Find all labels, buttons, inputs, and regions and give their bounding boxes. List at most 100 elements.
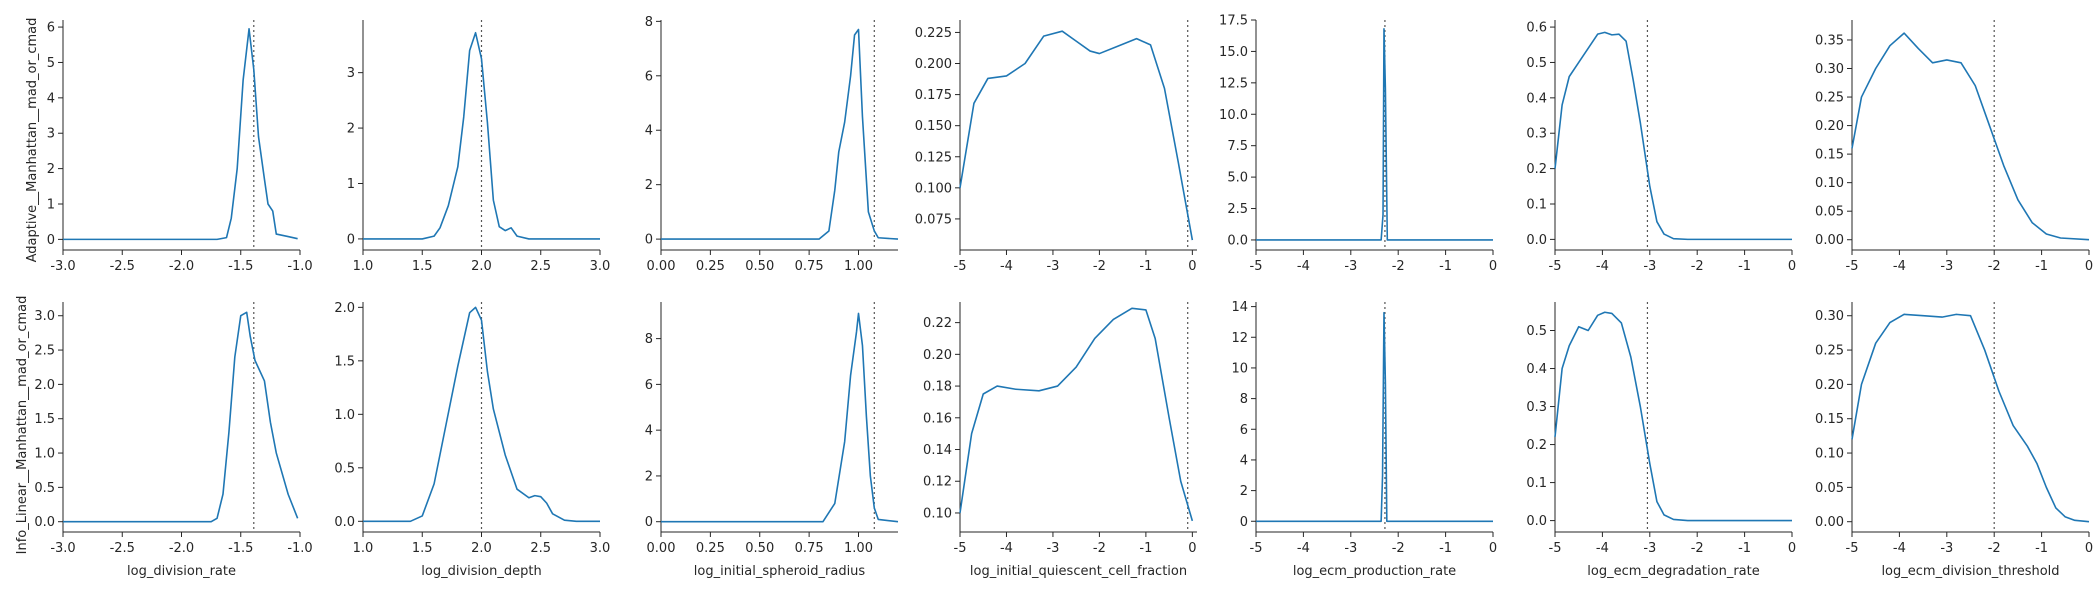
x-tick-label: 1.00 xyxy=(844,259,873,274)
y-tick-label: 0 xyxy=(1240,515,1248,530)
y-tick-label: 0.0 xyxy=(334,515,355,530)
y-tick-label: 5.0 xyxy=(1227,171,1248,186)
y-tick-label: 2 xyxy=(645,469,653,484)
y-tick-label: 0.15 xyxy=(1815,412,1844,427)
y-tick-label: 2 xyxy=(645,178,653,193)
y-tick-label: 0.25 xyxy=(1815,344,1844,359)
y-tick-label: 14 xyxy=(1231,300,1248,315)
x-tick-label: -1.5 xyxy=(228,259,253,274)
density-curve xyxy=(959,307,1194,522)
y-tick-label: 4 xyxy=(1240,453,1248,468)
x-tick-label: -5 xyxy=(1250,541,1263,556)
y-tick-label: 0.4 xyxy=(1526,362,1547,377)
y-tick-label: 0.00 xyxy=(1815,233,1844,248)
y-tick-label: 7.5 xyxy=(1227,139,1248,154)
x-tick-label: 0 xyxy=(1188,259,1196,274)
y-tick-label: 2.0 xyxy=(334,301,355,316)
x-tick-label: -1.0 xyxy=(287,259,312,274)
x-tick-label: -4 xyxy=(1297,259,1310,274)
x-tick-label: -2.0 xyxy=(169,259,194,274)
x-tick-label: -1 xyxy=(1139,259,1152,274)
y-tick-label: 0.20 xyxy=(923,348,952,363)
x-tick-label: -2.5 xyxy=(110,259,135,274)
y-tick-label: 0.0 xyxy=(1526,514,1547,529)
y-tick-label: 6 xyxy=(47,21,55,36)
y-tick-label: 1 xyxy=(47,198,55,213)
x-tick-label: 0 xyxy=(1489,259,1497,274)
subplot-r1-c0: -3.0 -2.5 -2.0 -1.5 -1.0 0.0 0.5 1.0 1.5 2.0 2.5 3.… xyxy=(34,302,313,579)
x-tick-label: -3 xyxy=(1940,541,1953,556)
x-tick-label: 1.00 xyxy=(844,541,873,556)
subplot-r0-c2: 0.00 0.25 0.50 0.75 1.00 0 2 4 6 8 xyxy=(645,15,899,274)
x-tick-label: 2.5 xyxy=(530,259,551,274)
x-tick-label: -4 xyxy=(1000,259,1013,274)
x-tick-label: -2 xyxy=(1691,541,1704,556)
y-tick-label: 0.4 xyxy=(1526,91,1547,106)
y-tick-label: 0.3 xyxy=(1526,400,1547,415)
y-tick-label: 6 xyxy=(645,378,653,393)
x-tick-label: -2 xyxy=(1392,259,1405,274)
y-tick-label: 0.12 xyxy=(923,475,952,490)
y-tick-label: 1.5 xyxy=(334,354,355,369)
y-tick-label: 4 xyxy=(645,124,653,139)
x-tick-label: -4 xyxy=(1596,541,1609,556)
x-tick-label: 2.5 xyxy=(530,541,551,556)
y-tick-label: 0.05 xyxy=(1815,205,1844,220)
y-tick-label: 17.5 xyxy=(1219,14,1248,29)
y-tick-label: 3 xyxy=(347,66,355,81)
x-tick-label: 0.00 xyxy=(647,259,676,274)
subplot-r0-c4: -5 -4 -3 -2 -1 0 0.0 2.5 5.0 7.5 10.0 12.5 15.0 17.5 xyxy=(1219,14,1497,275)
y-tick-label: 0.1 xyxy=(1526,476,1547,491)
x-tick-label: -2 xyxy=(1691,259,1704,274)
x-tick-label: -5 xyxy=(954,541,967,556)
x-tick-label: 3.0 xyxy=(590,259,611,274)
x-tick-label: -5 xyxy=(954,259,967,274)
x-tick-label: -4 xyxy=(1596,259,1609,274)
y-tick-label: 2.5 xyxy=(34,344,55,359)
x-tick-label: -1 xyxy=(1738,541,1751,556)
y-tick-label: 0.30 xyxy=(1815,309,1844,324)
y-tick-label: 0 xyxy=(645,233,653,248)
x-tick-label: -3 xyxy=(1046,541,1059,556)
y-tick-label: 2.5 xyxy=(1227,202,1248,217)
y-tick-label: 0.6 xyxy=(1526,21,1547,36)
x-tick-label: -1 xyxy=(1439,259,1452,274)
x-axis-label: log_initial_quiescent_cell_fraction xyxy=(970,564,1187,579)
x-tick-label: -5 xyxy=(1250,259,1263,274)
y-tick-label: 0.14 xyxy=(923,443,952,458)
x-tick-label: -3 xyxy=(1643,259,1656,274)
density-curve xyxy=(1554,311,1792,522)
y-tick-label: 2.0 xyxy=(34,378,55,393)
y-tick-label: 0.20 xyxy=(1815,378,1844,393)
y-tick-label: 0.15 xyxy=(1815,148,1844,163)
y-tick-label: 0.00 xyxy=(1815,515,1844,530)
x-tick-label: 0.00 xyxy=(647,541,676,556)
x-tick-label: -3 xyxy=(1344,259,1357,274)
x-axis-label: log_division_rate xyxy=(127,564,236,579)
x-tick-label: -2 xyxy=(1093,541,1106,556)
row-label-top: Adaptive__Manhattan__mad_or_cmad xyxy=(25,18,40,263)
y-tick-label: 0.3 xyxy=(1526,127,1547,142)
x-tick-label: 0.50 xyxy=(745,259,774,274)
x-tick-label: -3.0 xyxy=(50,541,75,556)
x-tick-label: 1.5 xyxy=(412,259,433,274)
subplot-r0-c5: -5 -4 -3 -2 -1 0 0.0 0.1 0.2 0.3 0.4 0.5 0.6 xyxy=(1526,20,1796,274)
y-tick-label: 0.18 xyxy=(923,380,952,395)
x-tick-label: -1 xyxy=(1439,541,1452,556)
y-tick-label: 0.10 xyxy=(1815,447,1844,462)
x-tick-label: 1.0 xyxy=(353,541,374,556)
x-tick-label: -1 xyxy=(1738,259,1751,274)
x-tick-label: 0.50 xyxy=(745,541,774,556)
y-tick-label: 8 xyxy=(1240,392,1248,407)
subplot-r1-c3: -5 -4 -3 -2 -1 0 0.10 0.12 0.14 0.16 0.18 0.20 0.22 l… xyxy=(923,302,1197,579)
x-tick-label: -1.0 xyxy=(287,541,312,556)
x-tick-label: 1.5 xyxy=(412,541,433,556)
x-tick-label: -4 xyxy=(1893,259,1906,274)
y-tick-label: 1.5 xyxy=(34,412,55,427)
y-tick-label: 0.150 xyxy=(915,119,952,134)
y-tick-label: 6 xyxy=(645,69,653,84)
y-tick-label: 0.16 xyxy=(923,411,952,426)
y-tick-label: 0.5 xyxy=(1526,324,1547,339)
subplot-r0-c0: -3.0 -2.5 -2.0 -1.5 -1.0 0 1 2 3 4 5 6 xyxy=(47,20,313,274)
